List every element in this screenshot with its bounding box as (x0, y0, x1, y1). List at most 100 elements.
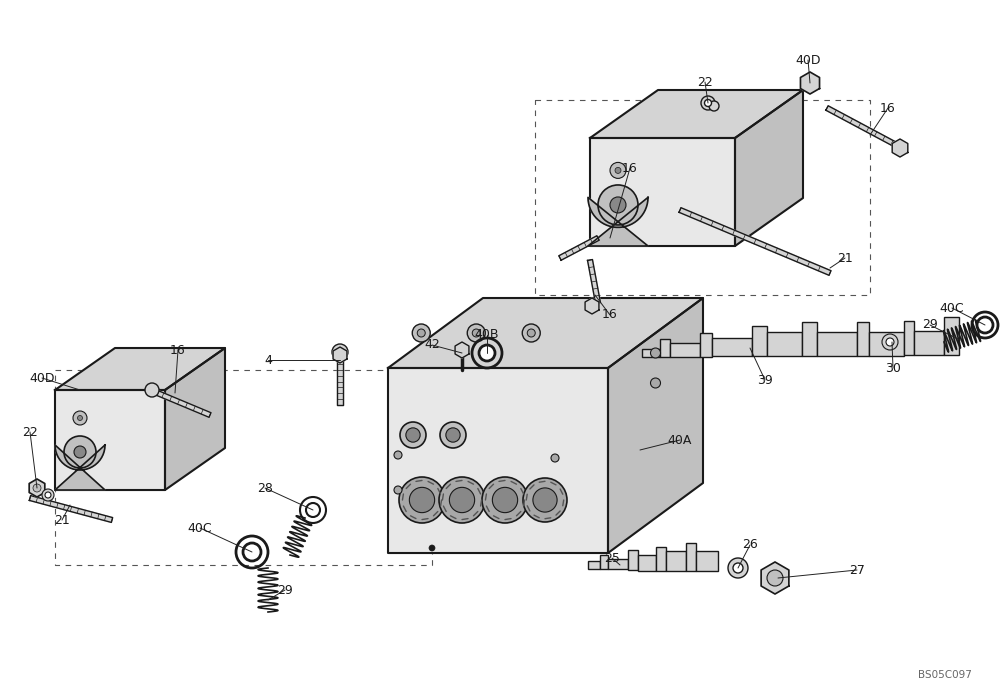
Bar (628, 550, 638, 570)
Text: 42: 42 (424, 338, 440, 352)
Text: 22: 22 (697, 75, 713, 89)
Text: 40D: 40D (29, 372, 55, 385)
Circle shape (709, 101, 719, 111)
Circle shape (399, 477, 445, 523)
Circle shape (533, 488, 557, 512)
Bar (767, 332, 802, 356)
Text: 39: 39 (757, 374, 773, 387)
Circle shape (522, 324, 540, 342)
Bar (817, 331, 857, 356)
Bar (944, 317, 959, 355)
Bar (670, 343, 700, 356)
Circle shape (412, 324, 430, 342)
Circle shape (728, 558, 748, 578)
Circle shape (615, 167, 621, 174)
Polygon shape (388, 298, 703, 368)
Circle shape (767, 570, 783, 586)
Polygon shape (55, 348, 225, 390)
Polygon shape (29, 495, 113, 522)
Circle shape (527, 329, 535, 337)
Circle shape (439, 477, 485, 523)
Polygon shape (55, 390, 165, 490)
Circle shape (650, 378, 660, 388)
Circle shape (145, 383, 159, 397)
Circle shape (64, 436, 96, 468)
Polygon shape (333, 347, 347, 363)
Polygon shape (55, 445, 105, 490)
Polygon shape (761, 562, 789, 594)
Text: 16: 16 (170, 343, 186, 356)
Polygon shape (165, 348, 225, 490)
Bar (712, 338, 752, 356)
Circle shape (332, 344, 348, 360)
Circle shape (610, 197, 626, 213)
Text: 30: 30 (885, 361, 901, 374)
Polygon shape (388, 368, 608, 553)
Bar (869, 331, 904, 356)
Polygon shape (608, 298, 703, 553)
Text: 40A: 40A (668, 433, 692, 446)
Text: 25: 25 (604, 552, 620, 565)
Text: 16: 16 (602, 309, 618, 322)
Polygon shape (559, 236, 599, 260)
Circle shape (400, 422, 426, 448)
Polygon shape (29, 479, 45, 497)
Polygon shape (826, 106, 901, 149)
Polygon shape (154, 390, 211, 417)
Circle shape (394, 451, 402, 459)
Circle shape (523, 478, 567, 522)
Bar (588, 561, 600, 569)
Text: 16: 16 (880, 102, 896, 114)
Text: 40D: 40D (795, 53, 821, 66)
Circle shape (440, 422, 466, 448)
Bar (686, 543, 696, 571)
Bar (857, 322, 869, 356)
Circle shape (33, 484, 41, 492)
Circle shape (74, 446, 86, 458)
Circle shape (243, 543, 261, 561)
Circle shape (701, 96, 715, 110)
Bar (904, 321, 914, 356)
Bar (666, 551, 686, 571)
Circle shape (73, 411, 87, 425)
Circle shape (467, 324, 485, 342)
Polygon shape (585, 298, 599, 314)
Bar (638, 554, 656, 571)
Circle shape (409, 487, 435, 513)
Polygon shape (455, 342, 469, 358)
Circle shape (42, 489, 54, 501)
Circle shape (472, 329, 480, 337)
Text: 26: 26 (742, 538, 758, 552)
Text: 21: 21 (54, 513, 70, 527)
Bar (700, 333, 712, 356)
Polygon shape (892, 139, 908, 157)
Polygon shape (590, 138, 735, 246)
Circle shape (977, 317, 993, 333)
Circle shape (78, 415, 82, 421)
Circle shape (598, 185, 638, 225)
Polygon shape (337, 358, 343, 405)
Text: 27: 27 (849, 563, 865, 576)
Bar (642, 349, 660, 357)
Polygon shape (735, 90, 803, 246)
Circle shape (479, 345, 495, 361)
Text: 21: 21 (837, 251, 853, 264)
Polygon shape (590, 90, 803, 138)
Circle shape (429, 545, 435, 551)
Circle shape (492, 487, 518, 513)
Bar (656, 547, 666, 571)
Circle shape (886, 338, 894, 346)
Text: 16: 16 (622, 161, 638, 174)
Text: 22: 22 (22, 426, 38, 439)
Circle shape (446, 428, 460, 442)
Circle shape (551, 454, 559, 462)
Circle shape (650, 348, 660, 358)
Circle shape (417, 329, 425, 337)
Text: 29: 29 (277, 583, 293, 597)
Circle shape (449, 487, 475, 513)
Text: 29: 29 (922, 318, 938, 331)
Circle shape (406, 428, 420, 442)
Text: 4: 4 (264, 354, 272, 367)
Bar (914, 331, 944, 355)
Text: 40C: 40C (188, 522, 212, 534)
